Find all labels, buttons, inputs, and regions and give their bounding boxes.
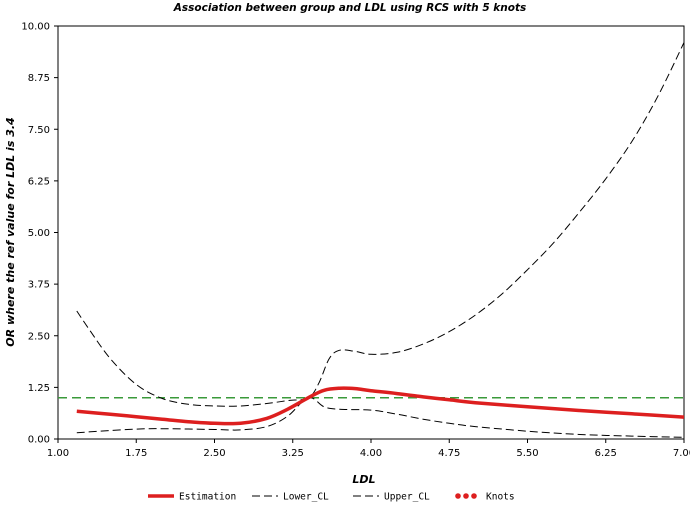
series-line-lower-cl [76,397,685,438]
legend-label: Lower_CL [283,492,329,503]
y-axis-label: OR where the ref value for LDL is 3.4 [4,117,17,346]
x-tick-label: 4.00 [360,448,382,459]
y-tick-label: 3.75 [28,280,50,291]
y-tick-label: 8.75 [28,73,50,84]
x-tick-label: 3.25 [282,448,304,459]
y-tick-label: 7.50 [28,125,50,136]
y-tick-label: 5.00 [28,228,50,239]
legend: Estimation Lower_CL Upper_CL Knots [148,492,515,503]
series-line-estimation [76,386,685,426]
series-line-upper-cl [76,42,685,407]
x-tick-label: 1.75 [125,448,147,459]
legend-upper-cl: Upper_CL [353,492,430,503]
x-tick-label: 5.50 [516,448,538,459]
y-tick-label: 2.50 [28,331,50,342]
x-tick-label: 6.25 [595,448,617,459]
y-tick-label: 1.25 [28,383,50,394]
x-tick-label: 7.00 [673,448,690,459]
x-axis-label: LDL [352,473,375,486]
y-axis-ticks: 0.00 1.25 2.50 3.75 5.00 6.25 7.50 8.75 10.00 [21,22,58,446]
legend-swatch-dot [471,493,477,499]
y-tick-label: 10.00 [21,22,50,33]
legend-label: Estimation [179,492,236,503]
legend-lower-cl: Lower_CL [252,492,329,503]
x-tick-label: 2.50 [203,448,225,459]
legend-label: Upper_CL [384,492,430,503]
x-tick-label: 1.00 [47,448,69,459]
x-tick-label: 4.75 [438,448,460,459]
legend-swatch-dot [455,493,461,499]
legend-swatch-dot [463,493,469,499]
x-axis-ticks: 1.00 1.75 2.50 3.25 4.00 4.75 5.50 6.25 7.00 [47,439,690,459]
series-group [76,42,685,438]
plot-frame [57,25,685,440]
y-tick-label: 0.00 [28,435,50,446]
legend-knots: Knots [455,492,515,503]
legend-estimation: Estimation [148,492,236,503]
y-tick-label: 6.25 [28,176,50,187]
chart-title: Association between group and LDL using … [173,2,526,14]
legend-label: Knots [486,492,515,503]
